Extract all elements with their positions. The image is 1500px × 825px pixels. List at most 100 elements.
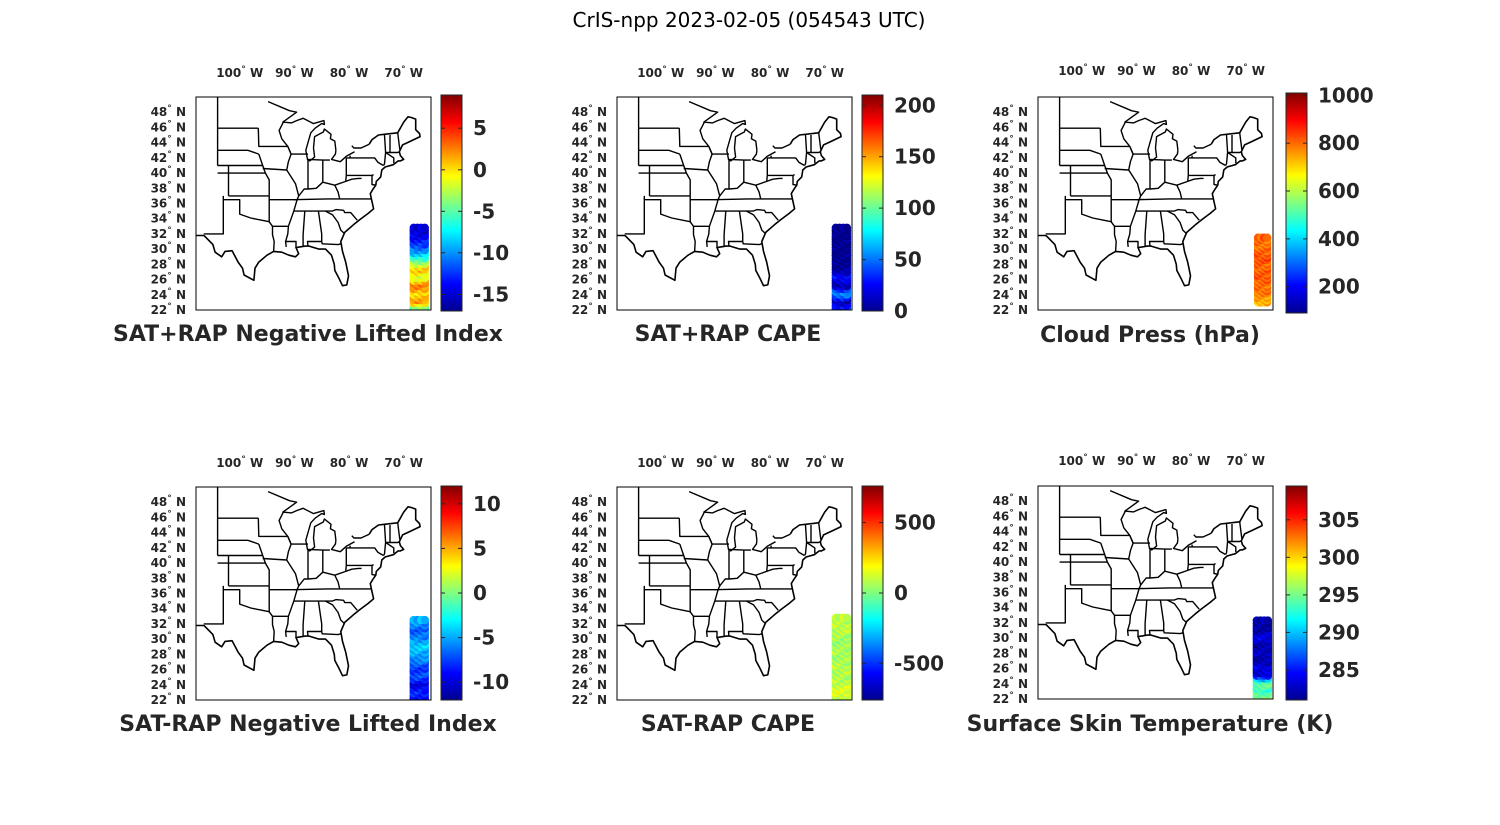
longitude-label: 90° W	[1117, 453, 1156, 468]
state-border	[1140, 181, 1183, 200]
state-border	[293, 588, 372, 591]
latitude-label: 32° N	[572, 226, 607, 241]
state-border	[683, 167, 708, 171]
state-border	[1100, 153, 1112, 196]
state-border	[1187, 177, 1204, 183]
latitude-label: 30° N	[572, 631, 607, 646]
colorbar-tick-label: 290	[1318, 620, 1360, 644]
coastline	[1038, 116, 1263, 287]
map-frame	[195, 486, 432, 701]
colorbar-tick-label: 150	[894, 145, 936, 169]
state-border	[307, 158, 330, 161]
colorbar	[440, 94, 463, 312]
longitude-label: 80° W	[1172, 63, 1211, 78]
longitude-label: 80° W	[1172, 453, 1211, 468]
state-border	[257, 128, 288, 148]
state-border	[346, 173, 374, 177]
state-border	[1045, 195, 1066, 235]
state-border	[321, 631, 341, 636]
latitude-label: 22° N	[572, 692, 607, 707]
state-border	[284, 536, 300, 637]
longitude-label: 80° W	[330, 65, 369, 80]
lake-shore	[772, 533, 791, 539]
latitude-label: 34° N	[572, 211, 607, 226]
longitude-label: 90° W	[1117, 63, 1156, 78]
latitude-label: 46° N	[151, 119, 186, 134]
latitude-label: 44° N	[151, 135, 186, 150]
latitude-label: 32° N	[151, 616, 186, 631]
colorbar	[1285, 92, 1308, 314]
state-border	[767, 563, 795, 567]
state-border	[258, 153, 270, 196]
state-border	[262, 557, 287, 561]
state-border	[1167, 597, 1200, 610]
state-border	[1149, 158, 1172, 161]
latitude-label: 38° N	[151, 180, 186, 195]
longitude-label: 100° W	[637, 455, 684, 470]
latitude-label: 40° N	[572, 555, 607, 570]
latitude-label: 48° N	[993, 493, 1028, 508]
map-frame	[616, 96, 853, 311]
state-border	[638, 539, 681, 545]
state-border	[217, 149, 260, 155]
state-border	[298, 181, 341, 200]
state-border	[1100, 542, 1112, 585]
state-border	[818, 132, 822, 150]
state-border	[755, 157, 768, 186]
state-border	[1127, 240, 1139, 248]
latitude-label: 30° N	[151, 241, 186, 256]
state-border	[1059, 149, 1102, 155]
latitude-label: 40° N	[151, 555, 186, 570]
map-area	[196, 97, 431, 310]
state-border	[1188, 562, 1216, 566]
state-border	[1104, 556, 1129, 560]
latitude-label: 30° N	[151, 631, 186, 646]
latitude-label: 38° N	[993, 180, 1028, 195]
longitude-label: 100° W	[1058, 453, 1105, 468]
latitude-label: 46° N	[993, 508, 1028, 523]
state-border	[792, 175, 797, 186]
latitude-label: 26° N	[572, 272, 607, 287]
state-border	[803, 134, 808, 166]
map-area	[196, 487, 431, 700]
longitude-label: 100° W	[637, 65, 684, 80]
state-border	[298, 571, 341, 590]
latitude-label: 46° N	[572, 509, 607, 524]
state-border	[325, 208, 358, 221]
swath-point	[420, 223, 429, 232]
map-panel: 100° W 90° W 80° W 70° W 48° N46° N44° N42° …	[993, 63, 1374, 348]
latitude-label: 26° N	[572, 662, 607, 677]
latitude-label: 34° N	[993, 600, 1028, 615]
colorbar-tick-label: 285	[1318, 658, 1360, 682]
state-border	[346, 563, 374, 567]
colorbar-tick-label: 0	[473, 581, 487, 605]
state-border	[1135, 587, 1214, 590]
state-border	[1187, 566, 1204, 572]
state-border	[746, 210, 766, 234]
state-border	[723, 601, 727, 637]
colorbar-tick-label: 100	[894, 196, 936, 220]
state-border	[223, 199, 270, 223]
state-border	[1167, 208, 1200, 221]
latitude-label: 48° N	[151, 494, 186, 509]
latitude-label: 34° N	[151, 601, 186, 616]
state-border	[1104, 167, 1129, 171]
state-border	[1188, 544, 1193, 548]
state-border	[624, 195, 645, 235]
state-border	[746, 600, 766, 624]
state-border	[1227, 151, 1237, 164]
state-border	[1148, 210, 1165, 247]
map-frame	[1037, 96, 1274, 311]
state-border	[767, 545, 772, 549]
longitude-label: 70° W	[805, 455, 844, 470]
map-panel: 100° W 90° W 80° W 70° W 48° N46° N44° N42° …	[572, 65, 936, 347]
panel-title: Surface Skin Temperature (K)	[967, 712, 1334, 737]
latitude-label: 36° N	[151, 586, 186, 601]
latitude-label: 36° N	[572, 586, 607, 601]
latitude-label: 40° N	[572, 165, 607, 180]
state-border	[746, 598, 779, 611]
map-panel: 100° W 90° W 80° W 70° W 48° N46° N44° N42° …	[967, 453, 1360, 737]
colorbar-tick-label: 5	[473, 536, 487, 560]
map-area	[1038, 486, 1273, 699]
